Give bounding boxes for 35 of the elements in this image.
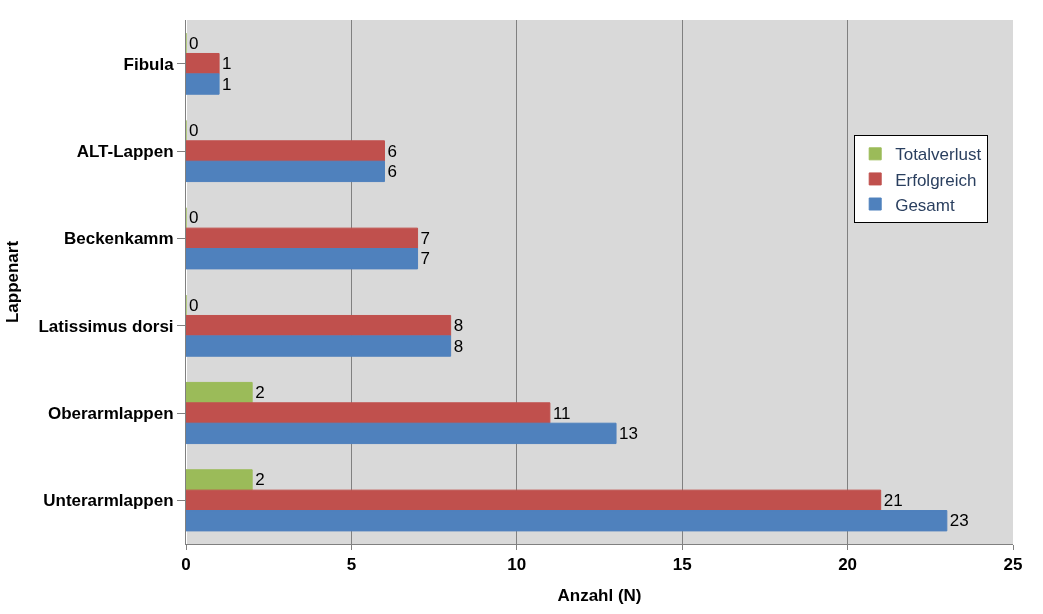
legend-label: Gesamt [895, 195, 955, 215]
x-tick-label: 20 [838, 555, 858, 575]
data-label: 2 [255, 470, 265, 490]
data-label: 7 [420, 249, 431, 269]
y-tick-label: Unterarmlappen [43, 491, 174, 511]
y-axis-title: Lappenart [3, 240, 23, 324]
y-tick-label: Latissimus dorsi [38, 316, 174, 336]
data-label: 11 [552, 403, 571, 423]
data-label: 8 [453, 316, 464, 336]
data-label: 0 [189, 121, 199, 141]
data-label: 8 [453, 336, 464, 356]
y-tick-label: Fibula [123, 54, 175, 74]
data-label: 1 [222, 74, 232, 94]
data-label: 6 [387, 161, 397, 181]
data-label: 7 [420, 228, 431, 248]
data-label: 2 [255, 383, 265, 403]
data-label: 23 [949, 511, 969, 531]
y-tick-label: Oberarmlappen [47, 403, 174, 423]
y-tick-label: Beckenkamm [63, 229, 174, 249]
y-tick-label: ALT-Lappen [76, 141, 174, 161]
legend-label: Erfolgreich [895, 170, 977, 190]
x-tick-label: 15 [672, 555, 692, 575]
x-tick-label: 5 [346, 555, 357, 575]
x-axis-title: Anzahl (N) [557, 585, 642, 605]
data-label: 21 [883, 490, 903, 510]
data-label: 6 [387, 141, 397, 161]
x-tick-label: 25 [1003, 555, 1023, 575]
x-tick-label: 10 [507, 555, 527, 575]
data-label: 0 [189, 33, 199, 53]
data-label: 13 [619, 423, 638, 443]
x-tick-label: 0 [181, 555, 191, 575]
legend-label: Totalverlust [895, 145, 982, 165]
data-label: 0 [189, 295, 199, 315]
data-label: 0 [189, 208, 199, 228]
data-label: 1 [222, 54, 232, 74]
